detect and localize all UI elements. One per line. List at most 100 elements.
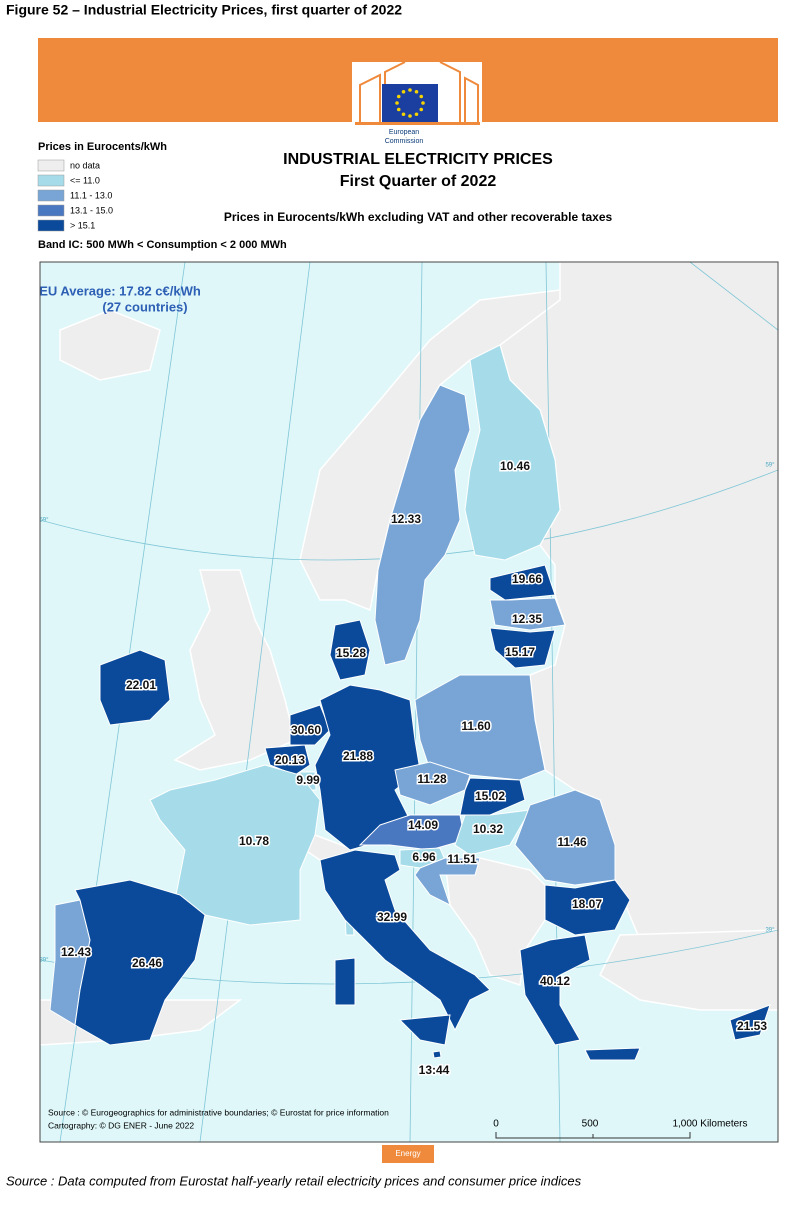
- country-region: [489, 597, 566, 631]
- country-region: [374, 384, 471, 666]
- country-value-label: 14.09: [408, 818, 438, 832]
- logo-star: [408, 88, 412, 92]
- country-value-label: 10.32: [473, 822, 503, 836]
- logo-star: [421, 101, 425, 105]
- country-region: [289, 704, 331, 746]
- legend-label: no data: [70, 160, 100, 170]
- graticule-label: 39°: [39, 958, 49, 964]
- country-region: [99, 649, 171, 726]
- source-note: Source : Data computed from Eurostat hal…: [6, 1173, 582, 1188]
- footer-tag-text: Energy: [395, 1149, 420, 1158]
- map-subtitle: First Quarter of 2022: [340, 173, 497, 190]
- country-value-label: 19.66: [512, 572, 542, 586]
- logo-star: [396, 107, 401, 112]
- eu-average: EU Average: 17.82 c€/kWh: [39, 283, 201, 298]
- graticule-label: 21°: [550, 1145, 560, 1151]
- source-text: Source : © Eurogeographics for administr…: [48, 1107, 389, 1117]
- country-value-label: 9.99: [296, 773, 320, 787]
- country-value-label: 12.35: [512, 612, 542, 626]
- logo-star: [395, 101, 399, 105]
- country-value-label: 11.28: [417, 772, 447, 786]
- country-value-label: 20.13: [275, 753, 305, 767]
- country-region: [464, 344, 561, 561]
- country-region: [729, 1004, 771, 1041]
- country-region: [264, 744, 311, 776]
- country-value-label: 6.96: [412, 850, 436, 864]
- logo-star: [401, 89, 406, 94]
- logo-text: Commission: [385, 138, 424, 145]
- country-value-label: 15.17: [505, 645, 535, 659]
- country-region: [414, 674, 546, 781]
- country-value-label: 30.60: [291, 723, 321, 737]
- graticule-label: 1°: [307, 255, 313, 261]
- country-value-label: 10.78: [239, 834, 269, 848]
- legend-swatch: [37, 174, 65, 187]
- country-region: [519, 934, 591, 1046]
- legend-label: 11.1 - 13.0: [70, 190, 112, 200]
- country-value-label: 18.07: [572, 897, 602, 911]
- logo-star: [419, 107, 424, 112]
- scale-label: 0: [493, 1119, 499, 1130]
- logo-star: [414, 112, 419, 117]
- country-value-label: 13:44: [419, 1063, 450, 1077]
- country-value-label: 11.46: [557, 835, 587, 849]
- band-text: Band IC: 500 MWh < Consumption < 2 000 M…: [38, 239, 287, 251]
- legend-swatch: [37, 204, 65, 217]
- country-region: [334, 957, 356, 1006]
- country-value-label: 15.28: [336, 646, 366, 660]
- country-value-label: 40.12: [540, 974, 570, 988]
- eu-average: (27 countries): [102, 299, 187, 314]
- logo-star: [408, 114, 412, 118]
- graticule-label: 61°: [685, 255, 695, 261]
- legend-label: 13.1 - 15.0: [70, 205, 113, 215]
- graticule-label: 41°: [541, 255, 551, 261]
- country-region: [329, 619, 371, 681]
- logo-text: European: [389, 129, 419, 136]
- graticule-label: 21°: [417, 255, 427, 261]
- logo-star: [401, 112, 406, 117]
- legend-swatch: [37, 219, 65, 232]
- non-eu-land: [40, 262, 778, 1046]
- legend-label: > 15.1: [70, 220, 95, 230]
- country-value-label: 11.60: [461, 719, 491, 733]
- country-region: [489, 564, 556, 601]
- graticule-label: 39°: [765, 928, 775, 934]
- footer-tag: [382, 1145, 434, 1163]
- country-region: [319, 849, 491, 1032]
- country-region: [454, 809, 531, 856]
- country-region: [398, 1014, 451, 1046]
- legend-swatch: [37, 189, 65, 202]
- graticule-label: -19°: [179, 255, 191, 261]
- country-region: [149, 764, 321, 926]
- graticule-label: 59°: [765, 463, 775, 469]
- logo: European Commission: [352, 61, 482, 150]
- legend-swatch: [37, 159, 65, 172]
- logo-star: [419, 94, 424, 99]
- map-frame: 10.46 12.33 19.66 12.35 15.17 15.28 22.01 30.60…: [39, 255, 778, 1151]
- source-text: Cartography: © DG ENER - June 2022: [48, 1120, 194, 1130]
- country-value-label: 10.46: [500, 459, 530, 473]
- legend-label: <= 11.0: [70, 175, 100, 185]
- country-region: [489, 627, 556, 669]
- logo-star: [414, 89, 419, 94]
- country-region: [544, 879, 631, 936]
- scale-bar: [495, 1132, 691, 1139]
- figure-title: Figure 52 – Industrial Electricity Price…: [6, 2, 402, 18]
- country-value-label: 12.33: [391, 512, 421, 526]
- country-region: [432, 1050, 442, 1059]
- map-border: [39, 261, 779, 1143]
- scale-label: 500: [582, 1119, 599, 1130]
- graticule-label: 59°: [39, 518, 49, 524]
- map-title: INDUSTRIAL ELECTRICITY PRICES: [283, 151, 553, 168]
- graticule-label: 1°: [197, 1145, 203, 1151]
- country-value-label: 15.02: [475, 789, 505, 803]
- country-value-label: 21.88: [343, 749, 373, 763]
- legend-title: Prices in Eurocents/kWh: [38, 141, 167, 153]
- country-region: [358, 814, 466, 851]
- country-value-label: 22.01: [126, 678, 156, 692]
- country-region: [584, 1047, 641, 1061]
- map-note: Prices in Eurocents/kWh excluding VAT an…: [224, 210, 613, 224]
- scale-label: 1,000 Kilometers: [672, 1119, 747, 1130]
- country-value-label: 12.43: [61, 945, 91, 959]
